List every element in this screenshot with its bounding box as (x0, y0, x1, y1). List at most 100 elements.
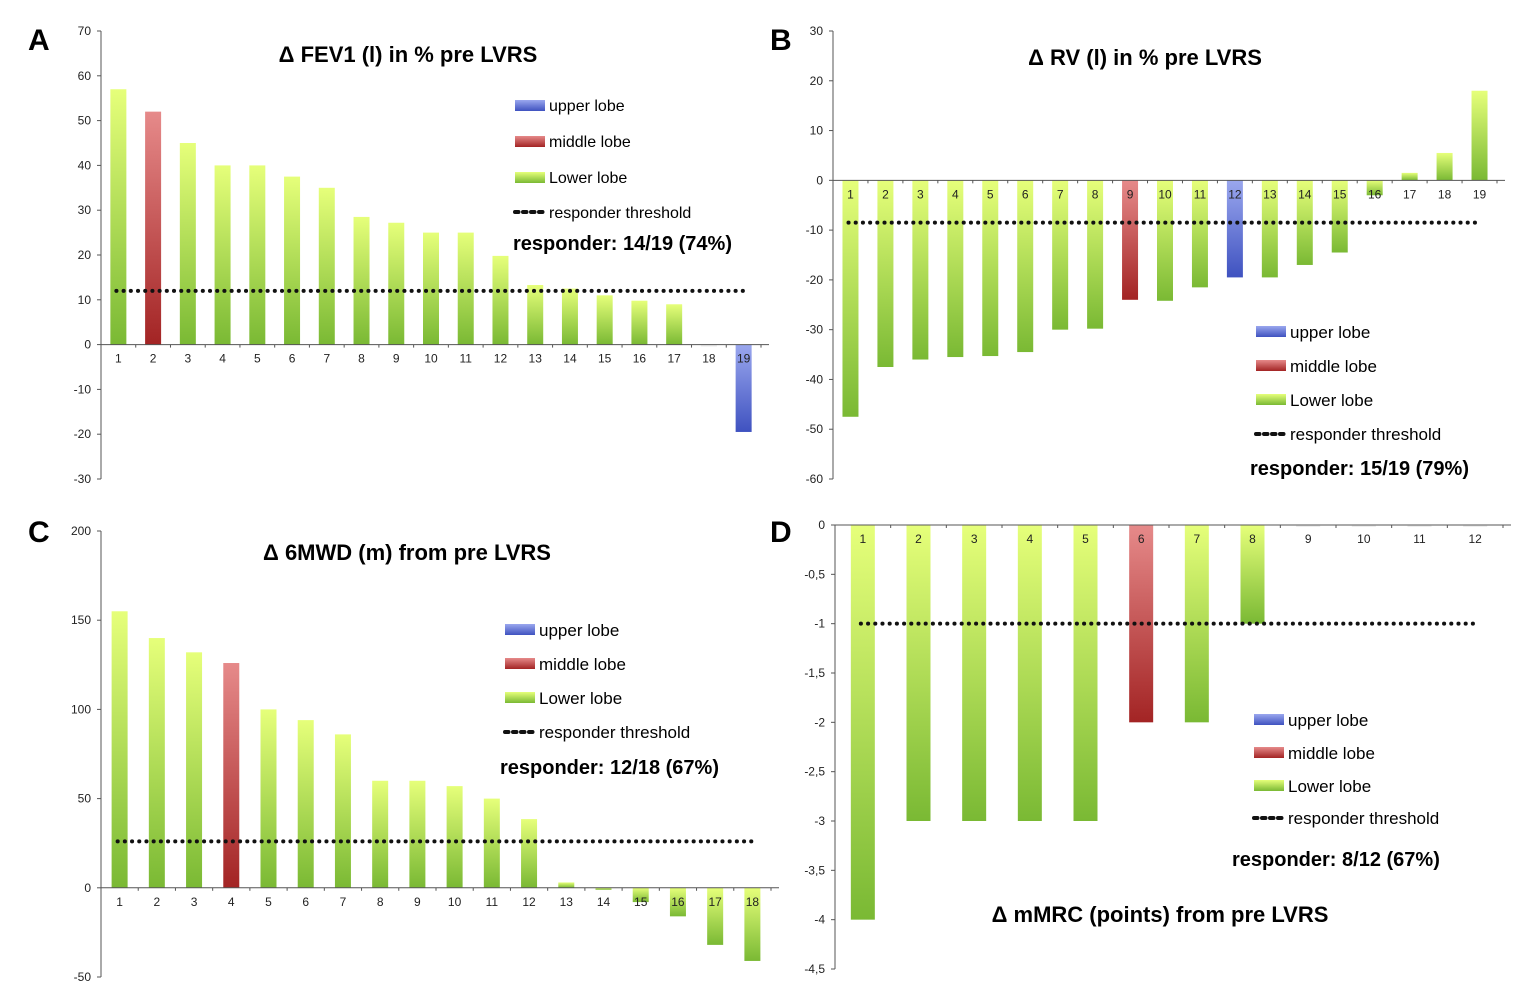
x-tick-label-b: 3 (917, 187, 924, 201)
legend-swatch-lower-c (505, 692, 535, 703)
bar-c-6 (297, 720, 314, 888)
y-tick-label-a: 70 (78, 24, 92, 38)
x-tick-label-d: 5 (1082, 532, 1089, 546)
bar-b-13 (1261, 180, 1278, 278)
bar-b-3 (912, 180, 929, 360)
legend-a: upper lobe middle lobe Lower lobe respon… (513, 98, 691, 222)
y-tick-label-b: 30 (810, 24, 824, 38)
y-tick-label-a: 60 (78, 69, 92, 83)
y-tick-label-d: -1,5 (804, 666, 825, 680)
x-tick-label-a: 5 (254, 352, 261, 366)
bar-b-14 (1296, 180, 1313, 265)
y-tick-label-d: -3,5 (804, 863, 825, 877)
bar-d-8 (1240, 525, 1265, 624)
x-tick-label-c: 8 (377, 895, 384, 909)
legend-label-lower-d: Lower lobe (1288, 777, 1371, 796)
x-tick-label-a: 16 (633, 352, 647, 366)
x-tick-label-a: 1 (115, 352, 122, 366)
legend-label-middle-b: middle lobe (1290, 357, 1377, 376)
y-tick-label-a: 10 (78, 293, 92, 307)
y-tick-label-d: -2 (814, 715, 825, 729)
y-tick-label-c: 50 (78, 792, 92, 806)
y-tick-label-b: -60 (806, 472, 824, 486)
bar-c-9 (409, 780, 426, 888)
panel-letter-c: C (28, 516, 50, 549)
bar-a-16 (631, 300, 648, 345)
x-tick-label-a: 4 (219, 352, 226, 366)
chart-title-c: Δ 6MWD (m) from pre LVRS (263, 540, 551, 565)
x-tick-label-b: 13 (1263, 187, 1277, 201)
x-tick-label-a: 7 (323, 352, 330, 366)
bar-c-12 (521, 819, 538, 888)
x-tick-label-b: 5 (987, 187, 994, 201)
x-tick-label-b: 17 (1403, 187, 1417, 201)
y-tick-label-a: 50 (78, 114, 92, 128)
responder-d: responder: 8/12 (67%) (1232, 849, 1440, 871)
x-tick-label-b: 18 (1438, 187, 1452, 201)
legend-swatch-middle-b (1256, 360, 1286, 371)
bar-c-2 (148, 638, 165, 888)
x-tick-label-a: 8 (358, 352, 365, 366)
legend-label-middle-c: middle lobe (539, 655, 626, 674)
legend-label-upper-b: upper lobe (1290, 323, 1370, 342)
x-tick-label-b: 14 (1298, 187, 1312, 201)
y-tick-label-b: -30 (806, 323, 824, 337)
bar-a-14 (561, 288, 578, 345)
x-tick-label-d: 9 (1305, 532, 1312, 546)
x-tick-label-c: 18 (746, 895, 760, 909)
bar-c-10 (446, 786, 463, 888)
y-tick-label-a: -30 (74, 472, 92, 486)
x-tick-label-c: 9 (414, 895, 421, 909)
bar-b-6 (1017, 180, 1034, 353)
bar-d-1 (850, 525, 875, 920)
bar-c-18 (744, 887, 761, 961)
bar-a-12 (492, 255, 509, 345)
y-tick-label-b: -40 (806, 372, 824, 386)
legend-swatch-lower-b (1256, 394, 1286, 405)
y-tick-label-c: 200 (71, 524, 91, 538)
x-tick-label-a: 13 (529, 352, 543, 366)
panel-c: C Δ 6MWD (m) from pre LVRS upper lobe mi… (28, 516, 719, 779)
x-tick-label-c: 17 (708, 895, 722, 909)
y-tick-label-b: -50 (806, 422, 824, 436)
bar-d-11 (1407, 525, 1432, 527)
bar-b-16 (1366, 180, 1383, 196)
bar-a-2 (145, 111, 162, 345)
y-tick-label-a: -10 (74, 382, 92, 396)
legend-label-lower-c: Lower lobe (539, 689, 622, 708)
bar-b-11 (1191, 180, 1208, 288)
bar-a-19 (735, 344, 752, 432)
x-tick-label-c: 7 (340, 895, 347, 909)
bar-c-15 (632, 887, 649, 903)
x-tick-label-c: 2 (153, 895, 160, 909)
panel-b: B Δ RV (l) in % pre LVRS upper lobe midd… (770, 24, 1469, 480)
x-tick-label-b: 12 (1228, 187, 1242, 201)
y-tick-label-c: 150 (71, 613, 91, 627)
y-tick-label-a: 20 (78, 248, 92, 262)
x-tick-label-c: 14 (597, 895, 611, 909)
responder-c: responder: 12/18 (67%) (500, 757, 719, 779)
legend-c: upper lobe middle lobe Lower lobe respon… (503, 621, 690, 742)
chart-title-d: Δ mMRC (points) from pre LVRS (992, 902, 1329, 927)
bar-c-17 (707, 887, 724, 945)
x-tick-label-c: 11 (486, 895, 499, 909)
y-tick-label-d: -2,5 (804, 765, 825, 779)
legend-label-lower-b: Lower lobe (1290, 391, 1373, 410)
x-tick-label-c: 12 (522, 895, 536, 909)
x-tick-label-b: 19 (1473, 187, 1487, 201)
bar-a-17 (666, 304, 683, 345)
legend-label-middle-a: middle lobe (549, 134, 631, 151)
x-tick-label-b: 16 (1368, 187, 1382, 201)
x-tick-label-a: 3 (184, 352, 191, 366)
bar-c-5 (260, 709, 277, 888)
y-tick-label-c: 0 (84, 881, 91, 895)
x-tick-label-a: 17 (667, 352, 681, 366)
bar-a-6 (284, 176, 301, 345)
bar-c-7 (334, 734, 351, 888)
x-tick-label-a: 12 (494, 352, 508, 366)
x-tick-label-d: 1 (859, 532, 866, 546)
legend-swatch-upper-a (515, 100, 545, 111)
legend-label-threshold-c: responder threshold (539, 723, 690, 742)
